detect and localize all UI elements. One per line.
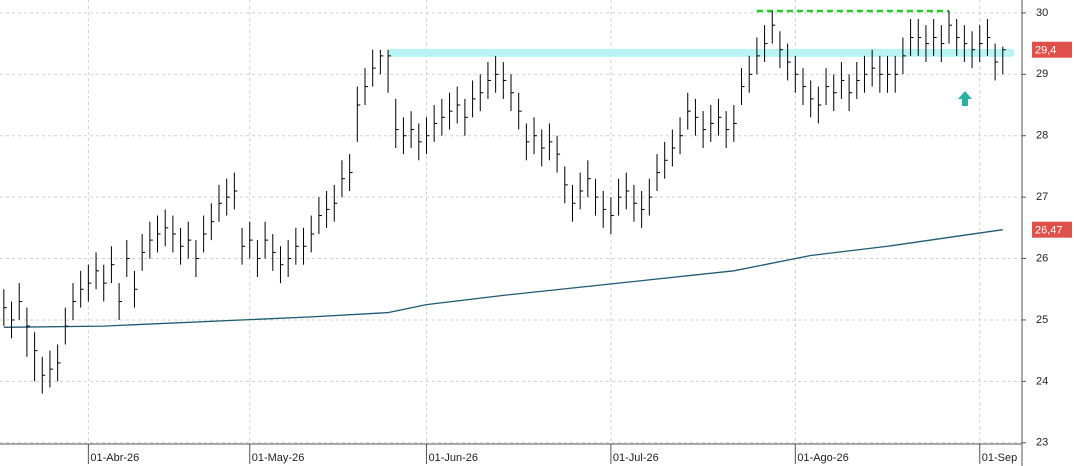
- price-tag-label: 29,4: [1035, 45, 1056, 57]
- y-tick-label: 28: [1036, 130, 1048, 142]
- x-tick-label: 01-Sep: [982, 452, 1017, 464]
- price-tag-label: 26,47: [1035, 225, 1063, 237]
- y-tick-label: 24: [1036, 375, 1048, 387]
- y-tick-label: 26: [1036, 252, 1048, 264]
- arrow-icon: [958, 91, 972, 106]
- moving-average: [3, 229, 1003, 328]
- y-tick-label: 25: [1036, 314, 1048, 326]
- x-tick-label: 01-Jun-26: [428, 452, 478, 464]
- y-tick-label: 27: [1036, 191, 1048, 203]
- x-tick-label: 01-May-26: [252, 452, 305, 464]
- x-tick-label: 01-Ago-26: [797, 452, 848, 464]
- price-tag: [1032, 221, 1072, 238]
- y-tick-label: 30: [1036, 7, 1048, 19]
- support-band: [388, 48, 1015, 57]
- x-tick-label: 01-Jul-26: [613, 452, 659, 464]
- x-tick-label: 01-Abr-26: [90, 452, 139, 464]
- y-tick-label: 23: [1036, 437, 1048, 449]
- price-tag: [1032, 41, 1072, 58]
- y-tick-label: 29: [1036, 68, 1048, 80]
